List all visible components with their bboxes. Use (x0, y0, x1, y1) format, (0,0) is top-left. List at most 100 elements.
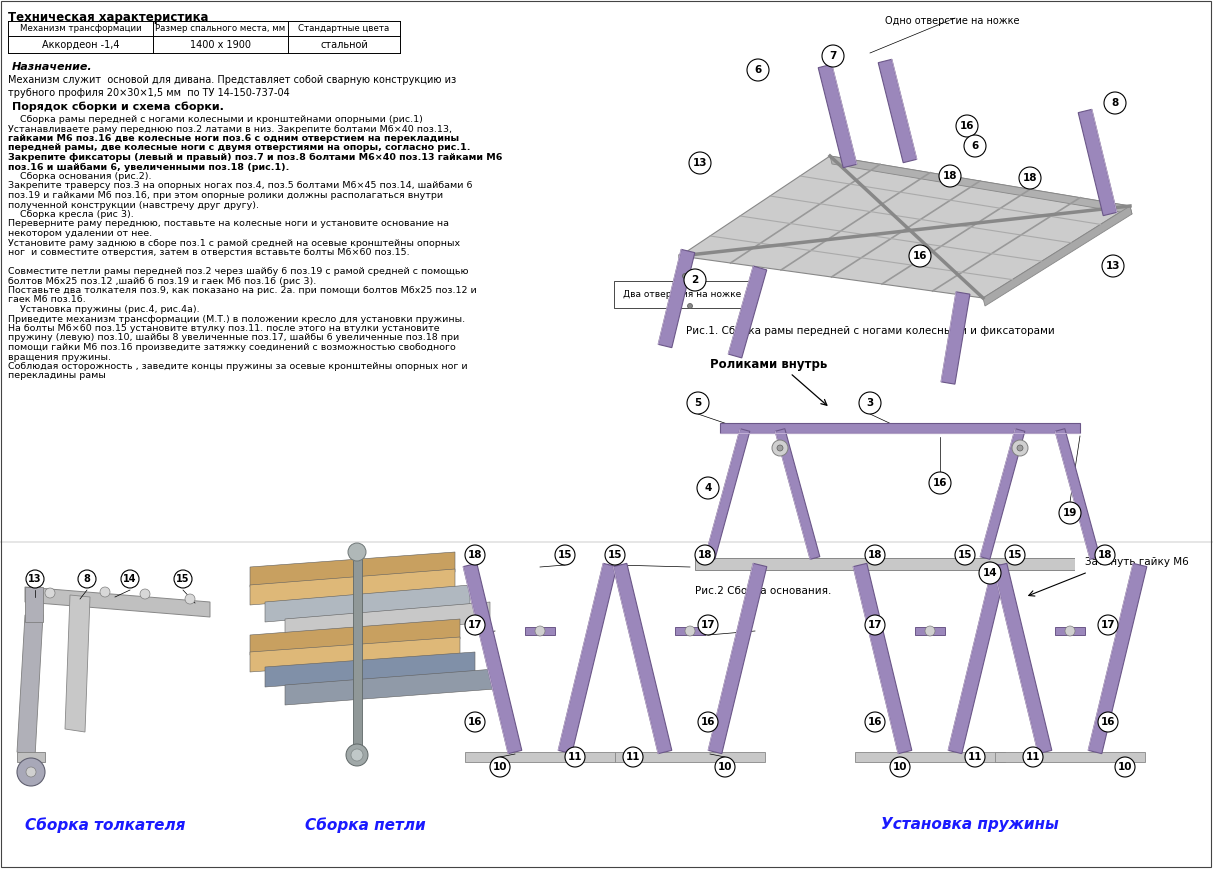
FancyBboxPatch shape (1055, 627, 1084, 635)
Text: Два отверстия на ножке: Два отверстия на ножке (623, 290, 741, 299)
Circle shape (535, 626, 545, 636)
Circle shape (929, 472, 951, 494)
Circle shape (697, 477, 719, 499)
Circle shape (890, 757, 910, 777)
Circle shape (966, 747, 985, 767)
Circle shape (747, 59, 769, 81)
Text: Установка пружины: Установка пружины (881, 817, 1059, 832)
Text: Закрепите траверсу поз.3 на опорных ногах поз.4, поз.5 болтами М6×45 поз.14, шай: Закрепите траверсу поз.3 на опорных нога… (8, 182, 473, 190)
Circle shape (465, 712, 485, 732)
Text: 16: 16 (468, 717, 483, 727)
Text: Назначение.: Назначение. (12, 62, 92, 72)
Text: Механизм служит  основой для дивана. Представляет собой сварную конструкцию из
т: Механизм служит основой для дивана. Пред… (8, 75, 456, 98)
Text: помощи гайки М6 поз.16 произведите затяжку соединений с возможностью свободного: помощи гайки М6 поз.16 произведите затяж… (8, 343, 456, 352)
Polygon shape (941, 292, 970, 384)
Text: 11: 11 (968, 752, 983, 762)
Text: 10: 10 (718, 762, 733, 772)
Text: 8: 8 (1111, 98, 1118, 108)
Text: 16: 16 (1100, 717, 1115, 727)
Text: 3: 3 (866, 398, 873, 408)
Circle shape (1098, 615, 1118, 635)
Text: 18: 18 (697, 550, 712, 560)
FancyBboxPatch shape (995, 752, 1145, 762)
FancyBboxPatch shape (465, 752, 615, 762)
Polygon shape (17, 615, 42, 757)
Text: 13: 13 (693, 158, 707, 168)
Text: Роликами внутрь: Роликами внутрь (710, 358, 827, 371)
Polygon shape (853, 563, 912, 753)
Text: Механизм трансформации: Механизм трансформации (19, 24, 142, 33)
Text: 15: 15 (958, 550, 973, 560)
Circle shape (139, 589, 150, 599)
Circle shape (1095, 545, 1115, 565)
Text: 16: 16 (701, 717, 716, 727)
Circle shape (687, 392, 710, 414)
Circle shape (865, 712, 885, 732)
Text: поз.19 и гайками М6 поз.16, при этом опорные ролики должны располагаться внутри: поз.19 и гайками М6 поз.16, при этом опо… (8, 191, 443, 200)
Circle shape (778, 445, 784, 451)
Polygon shape (264, 585, 469, 622)
Text: 10: 10 (893, 762, 907, 772)
Polygon shape (708, 563, 767, 753)
Text: 11: 11 (626, 752, 640, 762)
Circle shape (695, 545, 714, 565)
Text: 18: 18 (1023, 173, 1037, 183)
Circle shape (955, 545, 975, 565)
Circle shape (865, 545, 885, 565)
Polygon shape (1055, 428, 1100, 560)
Text: 2: 2 (691, 275, 699, 285)
Text: Поставьте два толкателя поз.9, как показано на рис. 2а. при помощи болтов М6х25 : Поставьте два толкателя поз.9, как показ… (8, 286, 477, 295)
FancyBboxPatch shape (855, 752, 1006, 762)
Circle shape (1006, 545, 1025, 565)
Text: гаек М6 поз.16.: гаек М6 поз.16. (8, 295, 86, 304)
Circle shape (683, 274, 688, 278)
Circle shape (25, 570, 44, 588)
Text: 5: 5 (694, 398, 701, 408)
Text: Техническая характеристика: Техническая характеристика (8, 11, 209, 24)
Circle shape (685, 626, 695, 636)
Polygon shape (680, 156, 1131, 298)
Text: 13: 13 (28, 574, 41, 584)
Circle shape (1059, 502, 1081, 524)
Circle shape (605, 545, 625, 565)
Polygon shape (558, 563, 616, 753)
Text: На болты М6×60 поз.15 установите втулку поз.11. после этого на втулки установите: На болты М6×60 поз.15 установите втулку … (8, 324, 439, 333)
Text: 17: 17 (468, 620, 483, 630)
Text: Аккордеон -1,4: Аккордеон -1,4 (41, 39, 119, 50)
Text: 10: 10 (1117, 762, 1132, 772)
Polygon shape (993, 563, 1052, 753)
Text: Стандартные цвета: Стандартные цвета (298, 24, 389, 33)
Polygon shape (614, 563, 672, 753)
Circle shape (1065, 626, 1075, 636)
Polygon shape (250, 637, 460, 672)
Text: 7: 7 (830, 51, 837, 61)
Circle shape (465, 545, 485, 565)
Polygon shape (264, 652, 475, 687)
Circle shape (99, 587, 110, 597)
Polygon shape (250, 552, 455, 587)
Polygon shape (721, 423, 1080, 433)
Circle shape (45, 588, 55, 598)
Text: Размер спального места, мм: Размер спального места, мм (155, 24, 285, 33)
Text: 17: 17 (867, 620, 882, 630)
Circle shape (348, 543, 366, 561)
Text: 13: 13 (1106, 261, 1121, 271)
Polygon shape (949, 563, 1007, 753)
Circle shape (714, 757, 735, 777)
Text: 4: 4 (705, 483, 712, 493)
Circle shape (173, 570, 192, 588)
Circle shape (684, 269, 706, 291)
Text: 16: 16 (912, 251, 927, 261)
Text: Сборка основания (рис.2).: Сборка основания (рис.2). (8, 172, 152, 181)
Text: Установка пружины (рис.4, рис.4а).: Установка пружины (рис.4, рис.4а). (8, 305, 200, 314)
Text: пружину (левую) поз.10, шайбы 8 увеличенные поз.17, шайбы 6 увеличенные поз.18 п: пружину (левую) поз.10, шайбы 8 увеличен… (8, 334, 460, 342)
Text: поз.16 и шайбами 6, увеличенными поз.18 (рис.1).: поз.16 и шайбами 6, увеличенными поз.18 … (8, 163, 290, 171)
Text: перекладины рамы: перекладины рамы (8, 372, 106, 381)
Text: Приведите механизм трансформации (М.Т.) в положении кресло для установки пружины: Приведите механизм трансформации (М.Т.) … (8, 315, 465, 323)
Polygon shape (285, 669, 495, 705)
Circle shape (771, 440, 788, 456)
Circle shape (865, 615, 885, 635)
Circle shape (926, 626, 935, 636)
Text: некотором удалении от нее.: некотором удалении от нее. (8, 229, 152, 238)
Text: 6: 6 (972, 141, 979, 151)
